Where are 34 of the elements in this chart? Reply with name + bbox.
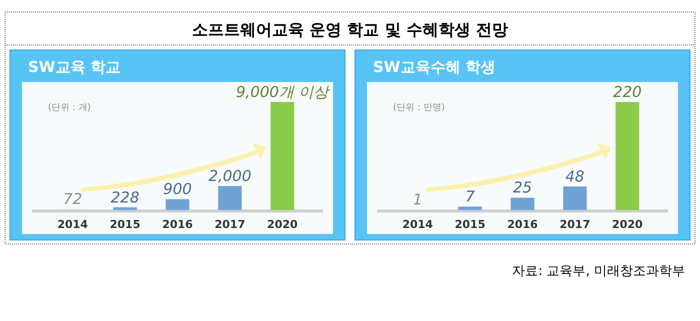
x-tick-label: 2016 bbox=[507, 218, 538, 231]
data-label: 48 bbox=[565, 167, 584, 186]
text: 소프트웨어교육 운영 학교 및 수혜학생 전망 bbox=[192, 20, 508, 39]
data-label: 900 bbox=[163, 180, 192, 198]
data-label: 1 bbox=[412, 190, 422, 209]
bar bbox=[270, 102, 294, 210]
chart-title: SW교육 학교 bbox=[28, 58, 121, 76]
data-label: 228 bbox=[110, 188, 140, 206]
text: 자료: 교육부, 미래창조과학부 bbox=[512, 264, 685, 279]
x-tick-label: 2014 bbox=[402, 218, 434, 231]
annotation: (단위 : 개) bbox=[48, 103, 91, 113]
x-tick-label: 2015 bbox=[454, 218, 486, 231]
bar bbox=[616, 102, 640, 210]
bar bbox=[218, 186, 242, 210]
bar bbox=[113, 207, 137, 210]
data-label: 72 bbox=[63, 190, 82, 208]
x-tick-label: 2020 bbox=[612, 218, 644, 231]
x-tick-label: 2017 bbox=[560, 218, 590, 231]
bar bbox=[166, 199, 190, 210]
x-tick-label: 2015 bbox=[110, 218, 140, 231]
x-tick-label: 2020 bbox=[267, 218, 298, 231]
x-tick-label: 2017 bbox=[214, 218, 246, 231]
data-label: 7 bbox=[465, 188, 476, 206]
bar bbox=[458, 206, 482, 210]
data-label: 25 bbox=[512, 178, 532, 197]
data-label: 2,000 bbox=[208, 167, 252, 185]
bar bbox=[510, 198, 534, 210]
annotation: (단위 : 만명) bbox=[393, 103, 445, 113]
x-tick-label: 2016 bbox=[162, 218, 194, 231]
data-label: 9,000개 이상 bbox=[236, 83, 331, 101]
x-tick-label: 2014 bbox=[57, 218, 88, 231]
bar bbox=[563, 186, 587, 210]
data-label: 220 bbox=[613, 83, 642, 101]
chart-title: SW교육수혜 학생 bbox=[373, 58, 496, 76]
